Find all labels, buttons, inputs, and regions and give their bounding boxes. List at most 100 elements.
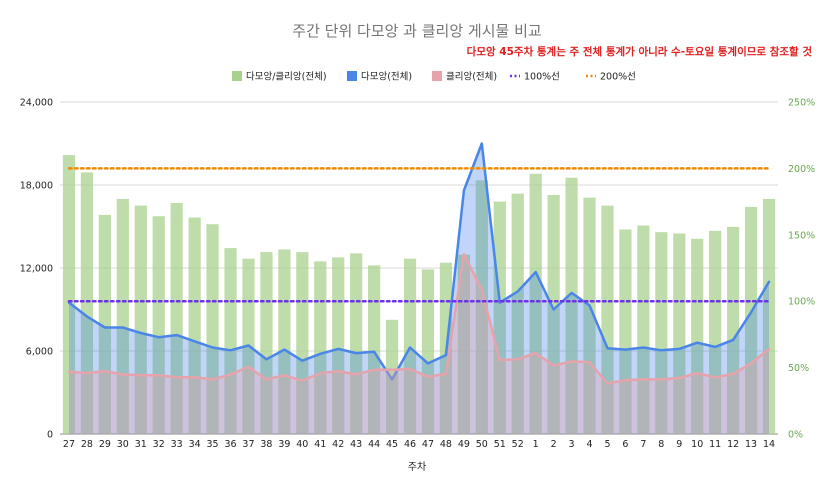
bar (691, 238, 704, 434)
legend-label: 100%선 (524, 72, 560, 83)
y-right-tick-label: 150% (788, 230, 815, 241)
bar (547, 194, 560, 434)
y-left-tick-label: 18,000 (20, 181, 53, 192)
bar (709, 230, 722, 434)
legend-label: 200%선 (600, 72, 636, 83)
bar (98, 214, 111, 434)
x-tick-label: 2 (551, 439, 557, 450)
bar (152, 216, 165, 434)
bar (493, 201, 506, 434)
bar (314, 261, 327, 434)
bar (188, 217, 201, 434)
legend-swatch (432, 71, 442, 81)
series-line (67, 252, 771, 385)
chart-legend: 다모앙/클리앙(전체) 다모앙(전체) 클리앙(전체) 100%선 200%선 (232, 71, 636, 83)
x-tick-label: 44 (368, 439, 380, 450)
x-tick-label: 27 (63, 439, 75, 450)
x-tick-label: 12 (727, 439, 739, 450)
y-left-tick-label: 24,000 (20, 98, 53, 109)
y-right-tick-label: 100% (788, 297, 815, 308)
x-tick-label: 33 (171, 439, 183, 450)
bar (637, 225, 650, 434)
x-tick-label: 9 (676, 439, 682, 450)
x-tick-label: 13 (745, 439, 757, 450)
x-tick-label: 1 (533, 439, 539, 450)
y-right-tick-label: 50% (788, 363, 809, 374)
x-tick-label: 46 (404, 439, 416, 450)
bar (421, 269, 435, 434)
x-tick-label: 8 (658, 439, 664, 450)
x-tick-label: 36 (224, 439, 236, 450)
x-tick-label: 5 (604, 439, 610, 450)
x-tick-label: 29 (99, 439, 111, 450)
bar (619, 229, 632, 434)
bar (368, 265, 381, 434)
bar (744, 206, 758, 434)
x-tick-label: 39 (278, 439, 290, 450)
x-tick-label: 48 (440, 439, 452, 450)
x-tick-label: 52 (512, 439, 524, 450)
x-tick-label: 38 (260, 439, 272, 450)
bar (62, 155, 76, 434)
bar (296, 252, 309, 434)
series-line (67, 142, 771, 381)
bar (601, 205, 614, 434)
x-axis-title: 주차 (408, 461, 426, 473)
legend-swatch (232, 71, 242, 81)
area-fill (69, 143, 769, 434)
y-right-tick-label: 0% (788, 430, 803, 441)
bar (673, 233, 686, 434)
bar (511, 193, 524, 434)
x-tick-label: 4 (587, 439, 593, 450)
bar (350, 253, 363, 434)
x-tick-label: 51 (494, 439, 506, 450)
bar (565, 177, 578, 435)
bar (762, 198, 776, 434)
x-tick-label: 3 (569, 439, 575, 450)
x-tick-label: 50 (476, 439, 488, 450)
y-left-tick-label: 6,000 (26, 347, 53, 358)
area-series (67, 142, 771, 434)
bar (475, 180, 488, 434)
x-tick-label: 45 (386, 439, 398, 450)
chart-annotation: 다모앙 45주차 통계는 주 전체 통계가 아니라 수-토요일 통계이므로 참조… (467, 45, 813, 58)
bar-series (62, 155, 776, 435)
y-left-tick-label: 12,000 (20, 264, 53, 275)
bar (583, 197, 596, 434)
x-tick-label: 28 (81, 439, 93, 450)
x-tick-label: 32 (153, 439, 165, 450)
chart-title: 주간 단위 다모앙 과 클리앙 게시물 비교 (292, 22, 541, 40)
y-left-tick-label: 0 (47, 430, 53, 441)
x-tick-label: 10 (691, 439, 703, 450)
legend-swatch (347, 71, 357, 81)
area-fill (69, 254, 769, 434)
bar (727, 226, 740, 434)
x-tick-label: 37 (242, 439, 254, 450)
bar (529, 173, 542, 434)
x-tick-label: 31 (135, 439, 147, 450)
x-axis: 27 28 29 30 31 32 33 34 35 36 37 38 39 40 41 42 43 44 45 46… (63, 439, 775, 450)
x-tick-label: 47 (422, 439, 434, 450)
x-tick-label: 43 (350, 439, 362, 450)
bar (655, 232, 668, 434)
x-tick-label: 34 (189, 439, 201, 450)
bar (457, 254, 470, 434)
x-tick-label: 7 (640, 439, 646, 450)
bar (134, 205, 147, 434)
bar (224, 248, 237, 434)
y-axis-left: 0 6,000 12,000 18,000 24,000 (20, 98, 53, 441)
legend-label: 다모앙(전체) (361, 71, 412, 83)
x-tick-label: 6 (622, 439, 628, 450)
x-tick-label: 30 (117, 439, 129, 450)
legend-label: 다모앙/클리앙(전체) (246, 71, 327, 83)
x-tick-label: 14 (763, 439, 775, 450)
bar (206, 224, 219, 434)
legend-label: 클리앙(전체) (446, 71, 497, 83)
y-axis-right: 0% 50% 100% 150% 200% 250% (788, 98, 815, 441)
y-right-tick-label: 200% (788, 164, 815, 175)
x-tick-label: 41 (314, 439, 326, 450)
x-tick-label: 11 (709, 439, 721, 450)
bar (260, 252, 273, 434)
